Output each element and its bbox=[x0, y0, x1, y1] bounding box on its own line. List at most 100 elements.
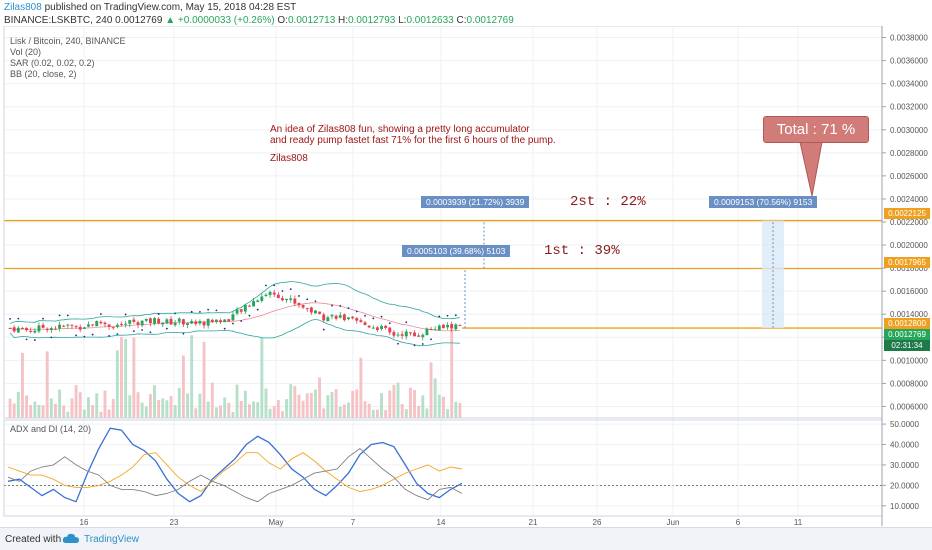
volume-bar bbox=[8, 398, 12, 418]
volume-bar bbox=[388, 390, 392, 418]
volume-bar bbox=[392, 384, 396, 418]
adx-series-diplus bbox=[7, 452, 463, 493]
chart-canvas[interactable]: 0.0038000 0.0036000 0.0034000 0.0032000 0.00… bbox=[0, 26, 932, 527]
sar-dot bbox=[273, 284, 276, 287]
candle-body bbox=[153, 318, 156, 324]
candle-body bbox=[223, 319, 227, 323]
volume-bar bbox=[202, 341, 206, 418]
candle-body bbox=[437, 325, 441, 331]
volume-bar bbox=[264, 388, 268, 418]
candle-body bbox=[392, 332, 396, 336]
price-tag-middle: 0.0017965 bbox=[884, 257, 930, 268]
tradingview-brand[interactable]: TradingView bbox=[84, 534, 140, 545]
volume-bar bbox=[82, 409, 86, 418]
measure-label-total: 0.0009153 (70.56%) 9153 bbox=[709, 196, 818, 208]
volume-bar bbox=[256, 402, 260, 418]
adx-tick-label: 20.0000 bbox=[890, 481, 919, 490]
publish-line: Zilas808 published on TradingView.com, M… bbox=[4, 1, 296, 14]
volume-bar bbox=[161, 398, 165, 418]
bb-legend: BB (20, close, 2) bbox=[10, 69, 77, 79]
sar-dot bbox=[124, 313, 127, 316]
candle-body bbox=[293, 298, 297, 304]
candle-body bbox=[289, 298, 293, 300]
volume-bar bbox=[342, 404, 346, 418]
volume-bar bbox=[157, 399, 161, 418]
volume-bar bbox=[326, 395, 330, 418]
candle-body bbox=[25, 327, 29, 331]
candle-body bbox=[454, 324, 458, 330]
volume-bar bbox=[194, 408, 198, 418]
volume-bar bbox=[371, 409, 375, 418]
volume-bar bbox=[248, 404, 251, 418]
volume-bar bbox=[301, 400, 305, 418]
close-value: 0.0012769 bbox=[466, 15, 514, 26]
sar-dot bbox=[17, 317, 20, 320]
sar-dot bbox=[215, 309, 218, 312]
volume-bar bbox=[433, 378, 437, 418]
sar-dot bbox=[132, 330, 135, 333]
candle-body bbox=[41, 324, 45, 328]
candle-body bbox=[128, 320, 132, 324]
volume-bar bbox=[359, 357, 363, 418]
price-axis bbox=[3, 26, 886, 526]
volume-bar bbox=[37, 404, 41, 418]
candle-body bbox=[45, 328, 49, 331]
candle-body bbox=[214, 319, 218, 322]
sar-dot bbox=[281, 290, 284, 292]
candle-body bbox=[243, 304, 247, 312]
candle-body bbox=[169, 318, 173, 325]
author-link[interactable]: Zilas808 bbox=[4, 2, 42, 13]
adx-series-adx bbox=[7, 427, 463, 503]
candle-body bbox=[252, 301, 256, 307]
volume-bar bbox=[74, 385, 78, 418]
candle-body bbox=[446, 324, 449, 328]
footer-bar: Created with TradingView bbox=[0, 527, 932, 550]
candle-body bbox=[87, 324, 90, 327]
candle-body bbox=[400, 334, 404, 336]
sar-dot bbox=[141, 329, 144, 331]
candle-body bbox=[375, 327, 379, 331]
volume-bar bbox=[421, 395, 425, 418]
volume-bar bbox=[458, 403, 462, 418]
adx-lines bbox=[7, 427, 463, 503]
sar-dot bbox=[372, 317, 375, 320]
price-tag-lower: 0.0012800 bbox=[884, 318, 930, 329]
sar-dot bbox=[240, 320, 243, 322]
sar-dot bbox=[289, 288, 292, 291]
candle-body bbox=[314, 310, 317, 314]
sar-dot bbox=[174, 312, 177, 315]
volume-bar bbox=[177, 387, 181, 418]
total-callout-tail bbox=[799, 141, 823, 197]
volume-bar bbox=[165, 400, 169, 418]
candle-body bbox=[239, 309, 243, 312]
volume-bar bbox=[95, 393, 99, 418]
volume-bar bbox=[289, 384, 293, 418]
volume-bar bbox=[45, 351, 49, 418]
sar-dot bbox=[314, 300, 317, 303]
volume-bar bbox=[58, 389, 62, 418]
parabolic-sar bbox=[9, 284, 457, 347]
candle-body bbox=[190, 321, 194, 324]
sar-dot bbox=[99, 313, 102, 315]
sar-dot bbox=[166, 327, 168, 330]
candles bbox=[8, 289, 462, 341]
candle-body bbox=[99, 321, 103, 324]
candle-body bbox=[342, 314, 346, 321]
idea-note: An idea of Zilas808 fun, showing a prett… bbox=[270, 124, 556, 146]
y-tick-label: 0.0018000 bbox=[890, 264, 928, 273]
x-tick-label: 26 bbox=[593, 518, 602, 527]
sar-dot bbox=[421, 343, 424, 345]
candle-body bbox=[363, 322, 367, 325]
candle-body bbox=[58, 324, 62, 329]
candle-body bbox=[305, 308, 309, 310]
candle-body bbox=[202, 321, 206, 326]
candle-body bbox=[186, 323, 189, 325]
volume-bar bbox=[429, 362, 433, 418]
first-gain-label: 1st : 39% bbox=[544, 243, 620, 259]
chart-grid bbox=[4, 26, 882, 516]
volume-bar bbox=[148, 394, 152, 418]
volume-bar bbox=[347, 402, 350, 418]
candle-body bbox=[70, 324, 74, 326]
note-line-1: An idea of Zilas808 fun, showing a prett… bbox=[270, 124, 530, 135]
volume-bar bbox=[293, 385, 297, 418]
